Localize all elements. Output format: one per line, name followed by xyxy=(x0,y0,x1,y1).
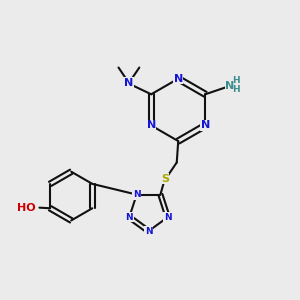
Text: N: N xyxy=(201,121,210,130)
Text: N: N xyxy=(147,121,156,130)
Text: HO: HO xyxy=(17,203,36,213)
Text: N: N xyxy=(174,74,183,84)
Text: N: N xyxy=(125,213,133,222)
Text: S: S xyxy=(161,174,169,184)
Text: N: N xyxy=(225,81,234,91)
Text: N: N xyxy=(124,78,134,88)
Text: H: H xyxy=(232,85,240,94)
Text: N: N xyxy=(164,213,172,222)
Text: H: H xyxy=(232,76,240,85)
Text: N: N xyxy=(145,226,152,236)
Text: N: N xyxy=(133,190,140,199)
